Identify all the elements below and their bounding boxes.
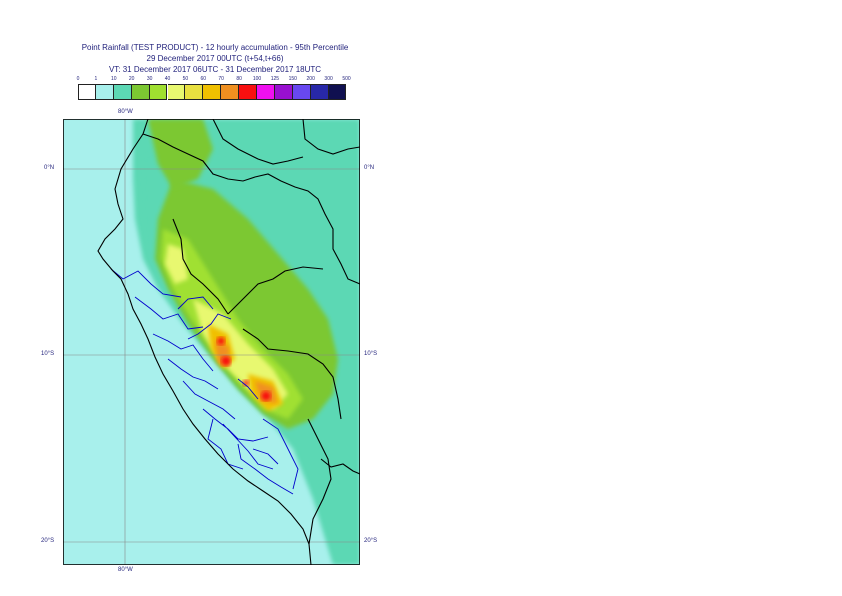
lat-label-right-20: 20°S	[364, 538, 378, 544]
legend-tick-label: 300	[324, 76, 333, 82]
legend-tick-label: 200	[306, 76, 315, 82]
rain-peak-core-4	[261, 391, 271, 401]
legend-swatch	[185, 84, 204, 100]
legend-tick-label: 10	[111, 76, 117, 82]
legend-tick-label: 500	[342, 76, 351, 82]
legend-swatch	[257, 84, 275, 100]
legend-swatch	[203, 84, 222, 100]
legend-tick-label: 125	[270, 76, 280, 82]
legend-swatch	[310, 84, 329, 100]
lat-label-right-10: 10°S	[364, 351, 378, 357]
legend-swatch	[95, 84, 114, 100]
legend-tick-label: 70	[218, 76, 224, 82]
lat-label-right-0: 0°N	[364, 165, 375, 171]
legend-tick-label: 150	[288, 76, 297, 82]
rain-peak-core-2	[221, 356, 231, 366]
lat-label-left-10: 10°S	[41, 351, 55, 357]
legend-swatch	[131, 84, 150, 100]
chart-title: Point Rainfall (TEST PRODUCT) - 12 hourl…	[81, 43, 349, 52]
legend-tick-label: 0	[76, 76, 80, 82]
legend-swatch	[149, 84, 168, 100]
lat-label-left-20: 20°S	[41, 538, 55, 544]
legend-tick-label: 20	[128, 76, 135, 82]
legend-swatch	[328, 84, 347, 100]
regional-borders	[110, 268, 299, 495]
legend-tick-label: 1	[94, 76, 98, 82]
lon-label-top: 80°W	[118, 109, 133, 115]
map-canvas	[63, 119, 360, 565]
legend-tick-label: 100	[252, 76, 262, 82]
legend-swatch	[292, 84, 311, 100]
rain-band-north-green	[148, 119, 213, 189]
rainfall-map: 80°W 80°W 0°N 10°S 20°S 0°N 10°S 20°S	[41, 109, 377, 573]
legend-tick-label: 60	[200, 76, 207, 82]
legend-swatch	[274, 84, 293, 100]
legend-tick-label: 40	[164, 76, 171, 82]
legend-tick-label: 50	[182, 76, 189, 82]
forecast-run-time: 29 December 2017 00UTC (t+54,t+66)	[146, 54, 284, 63]
legend-tick-label: 80	[236, 76, 242, 82]
map-border	[63, 119, 360, 565]
legend-swatch	[113, 84, 132, 100]
legend-swatch	[239, 84, 257, 100]
valid-time: VT: 31 December 2017 06UTC - 31 December…	[108, 65, 322, 74]
rain-band-20-30	[155, 179, 338, 429]
legend-swatch	[78, 84, 96, 100]
legend-swatch	[221, 84, 240, 100]
lat-label-left-0: 0°N	[44, 165, 55, 171]
legend-tick-label: 30	[146, 76, 153, 82]
country-borders	[97, 119, 360, 565]
rain-peak-core-1	[217, 337, 225, 345]
lon-label-bottom: 80°W	[118, 567, 133, 573]
legend-swatch	[167, 84, 186, 100]
